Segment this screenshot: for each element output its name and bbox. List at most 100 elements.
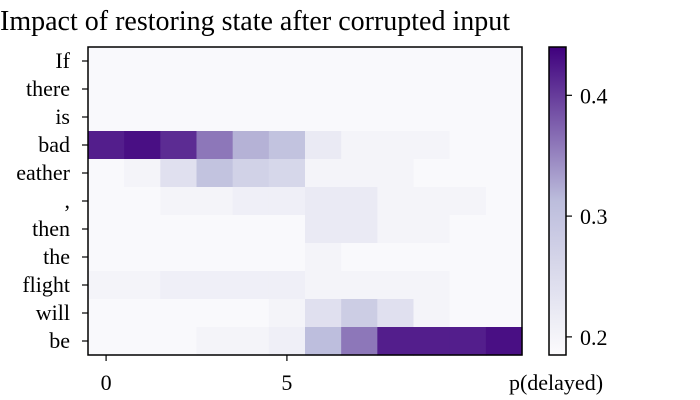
heatmap-cells: [88, 47, 523, 356]
heatmap-cell: [341, 75, 378, 104]
heatmap-cell: [124, 243, 161, 272]
heatmap-cell: [268, 131, 306, 160]
y-tick-label: there: [26, 76, 70, 101]
heatmap-cell: [305, 103, 342, 132]
heatmap-cell: [88, 299, 125, 328]
heatmap-cell: [268, 215, 306, 244]
heatmap-cell: [305, 271, 342, 300]
heatmap-cell: [232, 75, 270, 104]
heatmap-cell: [449, 159, 487, 188]
heatmap-cell: [88, 47, 125, 76]
heatmap-cell: [232, 243, 270, 272]
heatmap-cell: [305, 215, 342, 244]
heatmap-cell: [413, 103, 451, 132]
heatmap-cell: [268, 327, 306, 356]
y-tick-label: the: [43, 244, 70, 269]
heatmap-cell: [160, 299, 198, 328]
heatmap-cell: [377, 103, 415, 132]
heatmap-cell: [268, 103, 306, 132]
heatmap-cell: [124, 103, 161, 132]
heatmap-cell: [377, 47, 415, 76]
heatmap-cell: [268, 271, 306, 300]
heatmap-cell: [124, 159, 161, 188]
heatmap-cell: [485, 187, 523, 216]
heatmap-cell: [449, 103, 487, 132]
heatmap-cell: [305, 243, 342, 272]
heatmap-cell: [413, 131, 451, 160]
heatmap-cell: [124, 271, 161, 300]
heatmap-cell: [88, 103, 125, 132]
heatmap-cell: [268, 243, 306, 272]
heatmap-cell: [160, 159, 198, 188]
heatmap-cell: [124, 47, 161, 76]
heatmap-cell: [160, 327, 198, 356]
heatmap-cell: [232, 187, 270, 216]
heatmap-cell: [449, 215, 487, 244]
heatmap-cell: [196, 47, 234, 76]
heatmap-cell: [232, 215, 270, 244]
heatmap-cell: [160, 131, 198, 160]
heatmap-cell: [485, 243, 523, 272]
heatmap-cell: [485, 215, 523, 244]
heatmap-cell: [88, 187, 125, 216]
heatmap-cell: [305, 75, 342, 104]
heatmap-cell: [124, 299, 161, 328]
y-tick-label: ,: [65, 188, 71, 213]
heatmap-cell: [341, 243, 378, 272]
y-axis: If there is bad eather, then the flight will be: [16, 48, 88, 353]
heatmap-cell: [377, 299, 415, 328]
heatmap-cell: [305, 187, 342, 216]
heatmap-cell: [485, 47, 523, 76]
heatmap-cell: [341, 47, 378, 76]
y-tick-label: eather: [16, 160, 70, 185]
heatmap-cell: [341, 299, 378, 328]
heatmap-cell: [341, 103, 378, 132]
heatmap-cell: [196, 103, 234, 132]
heatmap-cell: [341, 159, 378, 188]
heatmap-cell: [449, 131, 487, 160]
heatmap-cell: [305, 47, 342, 76]
y-tick-label: bad: [38, 132, 70, 157]
heatmap-cell: [124, 327, 161, 356]
heatmap-cell: [341, 327, 378, 356]
heatmap-cell: [196, 131, 234, 160]
heatmap-cell: [124, 131, 161, 160]
heatmap-cell: [377, 187, 415, 216]
heatmap-cell: [341, 187, 378, 216]
y-tick-label: If: [55, 48, 70, 73]
y-tick-label: be: [49, 328, 70, 353]
colorbar-frame: [548, 46, 567, 356]
heatmap-cell: [449, 187, 487, 216]
heatmap-cell: [232, 159, 270, 188]
heatmap-cell: [449, 299, 487, 328]
heatmap-cell: [160, 103, 198, 132]
heatmap-cell: [485, 271, 523, 300]
heatmap-cell: [232, 327, 270, 356]
heatmap-cell: [88, 215, 125, 244]
heatmap-cell: [268, 159, 306, 188]
heatmap-cell: [485, 299, 523, 328]
heatmap-cell: [341, 215, 378, 244]
heatmap-cell: [232, 47, 270, 76]
heatmap-cell: [196, 327, 234, 356]
heatmap-cell: [232, 271, 270, 300]
heatmap-cell: [449, 243, 487, 272]
heatmap-cell: [268, 299, 306, 328]
y-tick-label: then: [32, 216, 70, 241]
heatmap-cell: [232, 299, 270, 328]
heatmap-cell: [88, 243, 125, 272]
heatmap-cell: [196, 215, 234, 244]
y-tick-label: will: [36, 300, 70, 325]
heatmap-cell: [485, 75, 523, 104]
heatmap-cell: [160, 47, 198, 76]
heatmap-cell: [413, 327, 451, 356]
heatmap-cell: [305, 159, 342, 188]
heatmap-cell: [160, 75, 198, 104]
heatmap-cell: [196, 187, 234, 216]
heatmap-cell: [268, 47, 306, 76]
heatmap-cell: [377, 243, 415, 272]
heatmap-cell: [485, 131, 523, 160]
heatmap-cell: [268, 187, 306, 216]
heatmap-cell: [124, 187, 161, 216]
